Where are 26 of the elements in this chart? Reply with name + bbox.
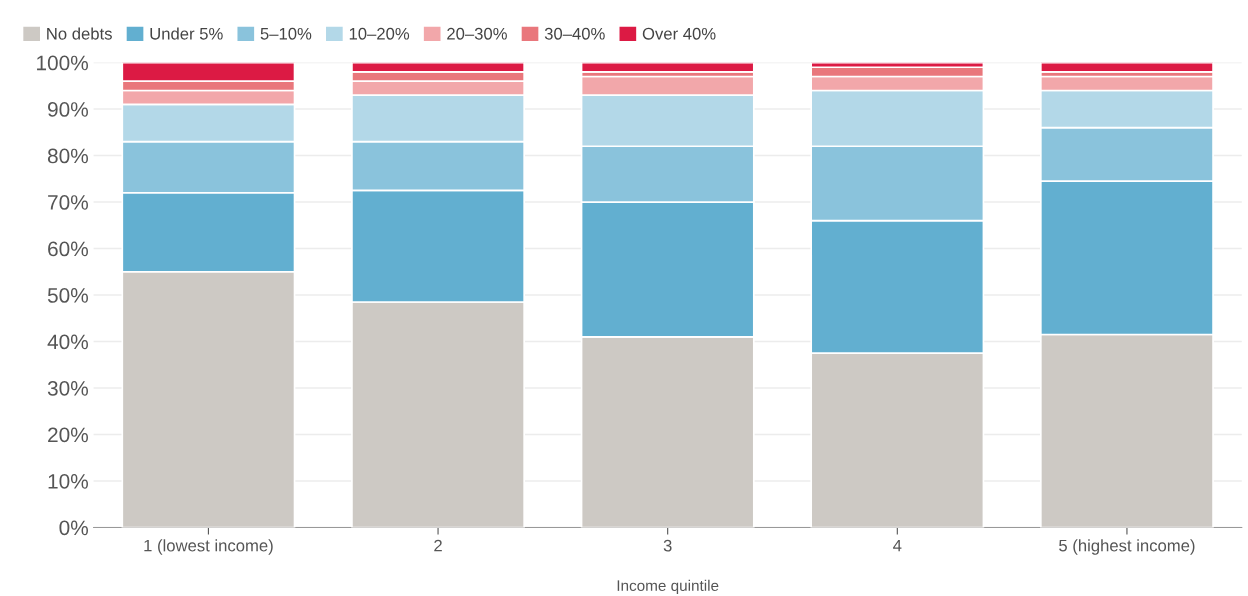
x-tick-label: 1 (lowest income) (144, 539, 273, 555)
y-tick-label: 20% (48, 427, 88, 443)
legend-label: 30–40% (544, 27, 605, 40)
bar (1039, 62, 1214, 73)
legend-label: 10–20% (349, 27, 410, 40)
y-tick-label: 30% (47, 381, 88, 396)
y-tick-label: 50% (47, 288, 88, 303)
legend-label: 5–10% (260, 27, 312, 40)
y-tick-label: 70% (48, 195, 88, 210)
legend-label: 20–30% (447, 27, 507, 40)
y-tick-label: 60% (48, 241, 88, 257)
y-tick-label: 90% (48, 102, 88, 117)
x-axis-title: Income quintile (617, 579, 719, 595)
y-tick-label: 40% (47, 334, 88, 350)
y-tick-label: 0% (59, 520, 88, 536)
y-tick-label: 10% (48, 473, 88, 489)
bar (580, 62, 755, 73)
y-tick-label: 80% (47, 148, 88, 164)
y-tick-label: 100% (37, 55, 88, 71)
x-tick-label: 4 (893, 539, 902, 552)
legend-label: Under 5% (150, 27, 223, 40)
legend-label: No debts (47, 27, 112, 40)
x-tick-label: 5 (highest income) (1059, 539, 1195, 555)
x-tick-label: 2 (434, 539, 442, 552)
legend-label: Over 40% (642, 27, 716, 40)
x-tick-label: 3 (663, 539, 672, 552)
